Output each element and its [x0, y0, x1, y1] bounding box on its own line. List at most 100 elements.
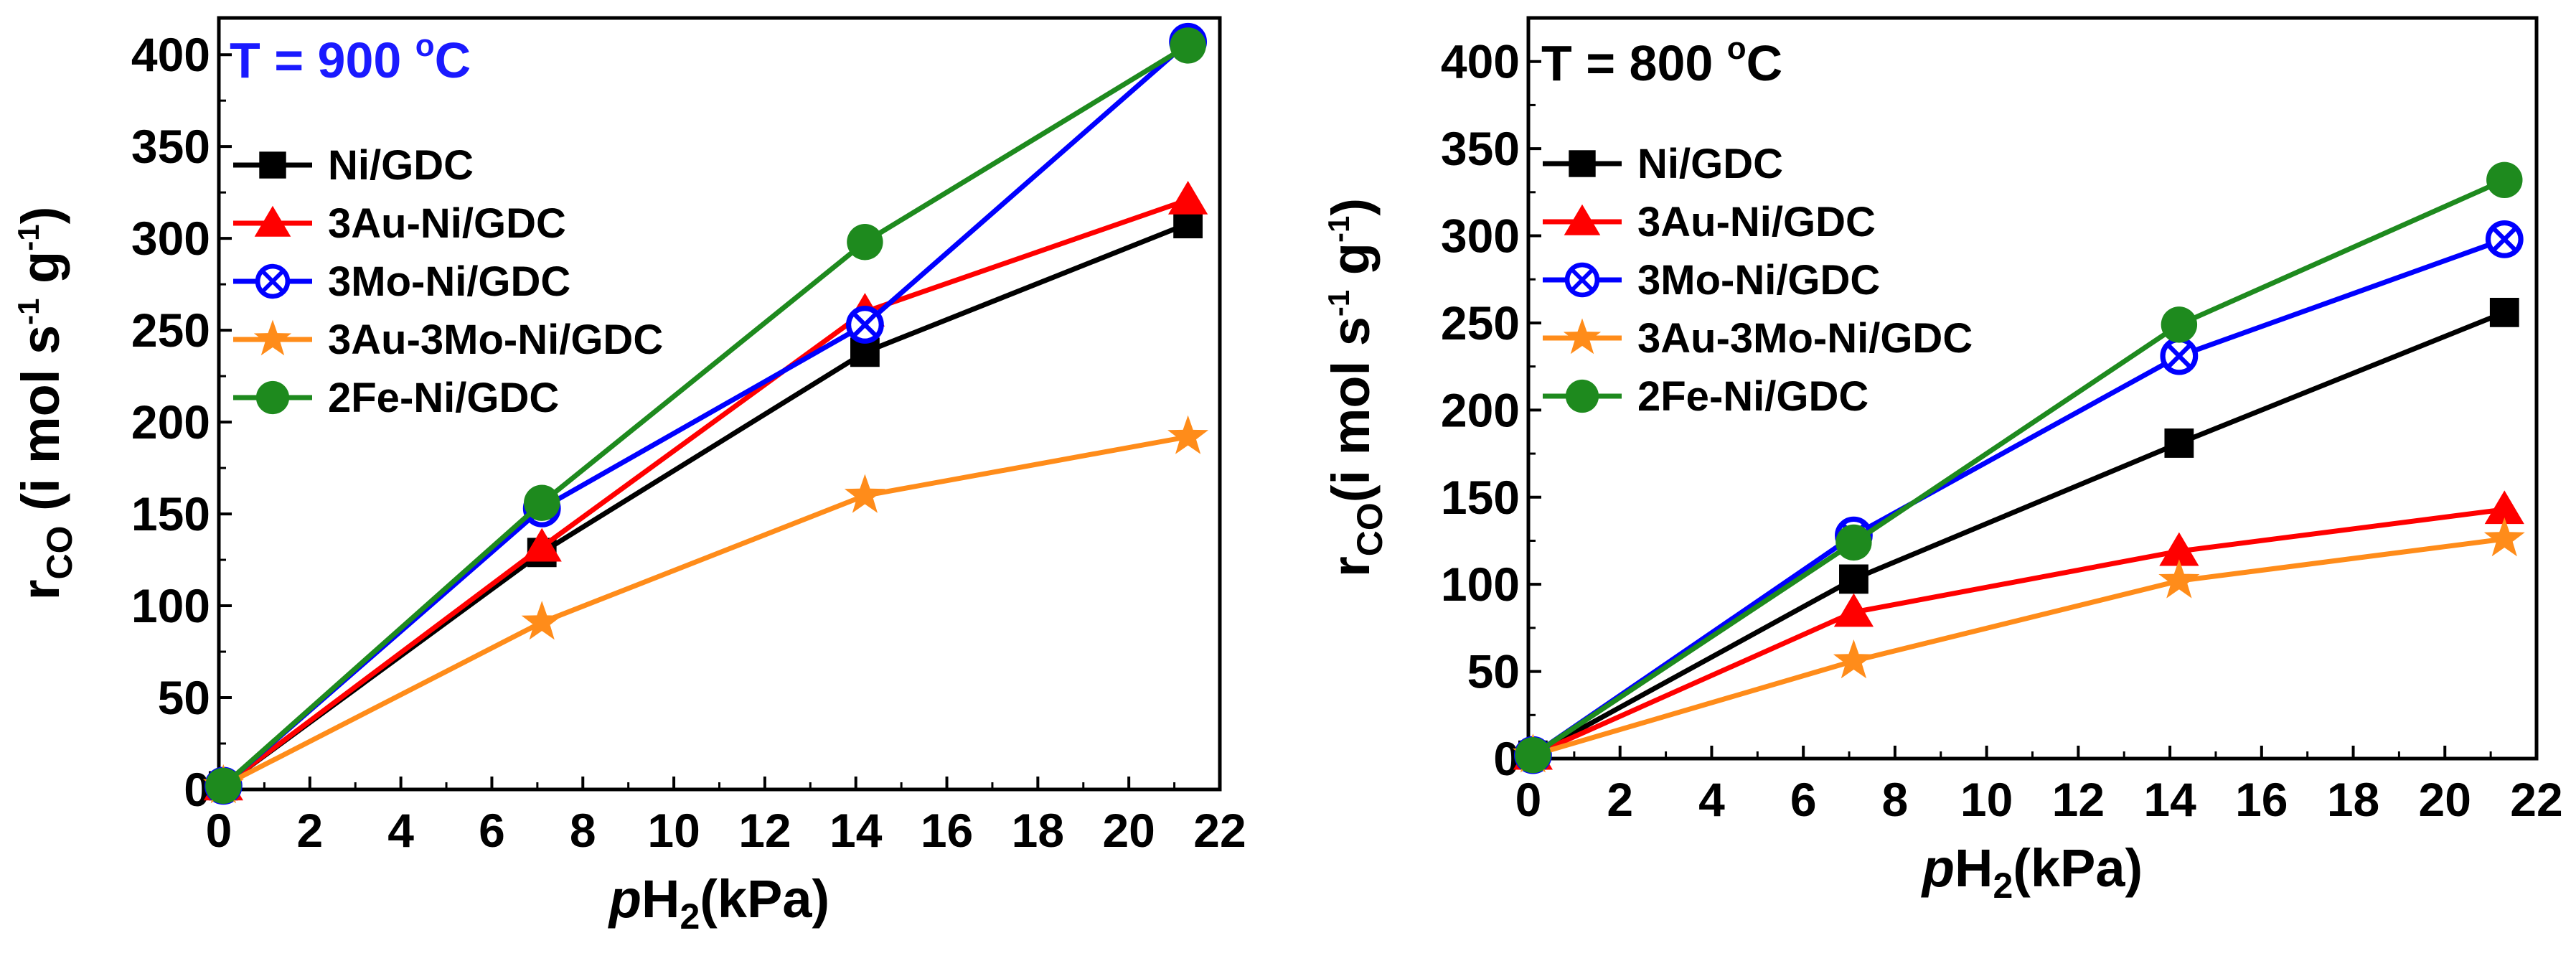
panel-1-series-ni-gdc-line — [222, 221, 1189, 788]
panel-1-legend-entry-3au-3mo-ni-gdc-label: 3Au-3Mo-Ni/GDC — [328, 316, 663, 363]
panel-1-y-tick-label: 150 — [131, 487, 210, 540]
panel-1-series-3au-3mo-ni-gdc-point — [521, 601, 563, 640]
panel-1-y-tick-label: 250 — [131, 304, 210, 357]
panel-1-legend-entry-3au-ni-gdc-marker — [254, 205, 291, 237]
panel-2-series-3mo-ni-gdc-point — [2485, 220, 2524, 258]
panel-2-series-2fe-ni-gdc — [1515, 161, 2523, 774]
panel-2-series-3au-ni-gdc-point-shape — [1833, 593, 1874, 627]
panel-2-series-3mo-ni-gdc — [1513, 220, 2524, 774]
panel-2-legend-entry-2fe-ni-gdc-marker-shape — [1565, 379, 1599, 413]
panel-1: 0 2 4 6 8 10 12 14 16 18 20 22050100150200250300350… — [11, 16, 1246, 937]
panel-2-x-tick-label: 16 — [2235, 773, 2288, 826]
panel-2-legend-entry-3mo-ni-gdc-marker — [1564, 262, 1600, 298]
panel-2-x-tick-label: 12 — [2052, 773, 2105, 826]
panel-1-y-tick-label: 200 — [131, 395, 210, 449]
panel-1-legend-entry-3mo-ni-gdc-label: 3Mo-Ni/GDC — [328, 258, 570, 305]
panel-2-series-2fe-ni-gdc-point-shape — [2486, 161, 2523, 199]
panel-1-series-2fe-ni-gdc-point — [524, 484, 560, 521]
panel-2-series-ni-gdc-point — [2489, 297, 2519, 327]
panel-1-x-tick-label: 14 — [829, 804, 883, 857]
panel-1-legend-entry-3mo-ni-gdc-marker — [255, 263, 291, 299]
panel-2-legend-entry-ni-gdc: Ni/GDC — [1543, 141, 1783, 187]
panel-2-series-3mo-ni-gdc-point — [2160, 337, 2199, 375]
panel-2-legend-entry-ni-gdc-marker — [1569, 150, 1596, 177]
panel-1-y-axis-title-sub: CO — [39, 525, 80, 579]
panel-2-legend-entry-3au-ni-gdc-label: 3Au-Ni/GDC — [1637, 199, 1876, 245]
panel-1-temperature-title-degree: o — [415, 28, 435, 63]
panel-2-legend-entry-3mo-ni-gdc-label: 3Mo-Ni/GDC — [1637, 257, 1880, 304]
panel-1-y-tick-label: 100 — [131, 579, 210, 632]
panel-1-series-2fe-ni-gdc — [205, 27, 1206, 805]
panel-2-x-tick-label: 2 — [1607, 773, 1633, 826]
panel-1-series-3au-ni-gdc-point-shape — [1168, 180, 1208, 215]
panel-2-legend-entry-3au-ni-gdc: 3Au-Ni/GDC — [1543, 199, 1876, 245]
panel-1-x-axis-title-italic: p — [608, 869, 641, 929]
panel-2-x-axis-title-sub: 2 — [1993, 866, 2013, 906]
panel-2-legend-entry-2fe-ni-gdc-marker — [1565, 379, 1599, 413]
panel-1-legend-entry-3au-3mo-ni-gdc: 3Au-3Mo-Ni/GDC — [233, 316, 663, 363]
panel-2-temperature-title-unit: C — [1747, 35, 1783, 91]
panel-1-series-2fe-ni-gdc-point — [1170, 27, 1206, 64]
panel-2-series-3au-3mo-ni-gdc-point — [2483, 517, 2525, 557]
panel-2-series-ni-gdc-point-shape — [2164, 428, 2194, 458]
panel-2-series-2fe-ni-gdc-point-shape — [2161, 306, 2198, 343]
panel-2-x-axis-title-suffix: (kPa) — [2013, 838, 2143, 898]
panel-1-x-tick-label: 8 — [570, 804, 596, 857]
panel-2-legend-entry-3au-3mo-ni-gdc: 3Au-3Mo-Ni/GDC — [1543, 315, 1973, 362]
panel-2-y-axis-title-body1: (i mol s — [1321, 316, 1381, 502]
panel-1-x-tick-label: 2 — [296, 804, 323, 857]
panel-2-series-3au-3mo-ni-gdc-point-shape — [2483, 517, 2525, 557]
panel-2-series-ni-gdc — [1518, 297, 2519, 770]
panel-2-series-ni-gdc-point — [2164, 428, 2194, 458]
panel-2-series-3mo-ni-gdc-line — [1531, 237, 2506, 757]
panel-2-series-2fe-ni-gdc-line — [1531, 177, 2506, 758]
panel-1-series-3au-3mo-ni-gdc-point-shape — [1167, 415, 1209, 454]
panel-1-series-3au-ni-gdc-point — [522, 527, 562, 562]
panel-1-legend-entry-3au-3mo-ni-gdc-marker — [253, 319, 292, 356]
panel-1-y-axis-title: rCO (i mol s-1 g-1) — [11, 207, 80, 601]
panel-1-y-axis-title-r: r — [11, 579, 70, 600]
panel-1-legend-entry-ni-gdc-marker-shape — [259, 151, 286, 179]
panel-2-y-tick-label: 250 — [1441, 296, 1520, 350]
panel-2-legend-entry-2fe-ni-gdc: 2Fe-Ni/GDC — [1543, 373, 1868, 420]
panel-2-legend-entry-3au-ni-gdc-marker — [1564, 204, 1601, 235]
panel-1-series-2fe-ni-gdc-point-shape — [524, 484, 560, 521]
panel-2-y-tick-label: 50 — [1467, 645, 1520, 698]
panel-1-x-axis-title-main: H — [641, 869, 680, 929]
panel-2-series-2fe-ni-gdc-point-shape — [1515, 736, 1551, 774]
panel-2-legend-entry-3mo-ni-gdc: 3Mo-Ni/GDC — [1543, 257, 1880, 304]
panel-2-x-tick-label: 22 — [2510, 773, 2562, 826]
panel-1-legend-entry-ni-gdc-label: Ni/GDC — [328, 142, 474, 189]
panel-1-temperature-title-prefix: T = 900 — [230, 32, 415, 88]
panel-2-legend: Ni/GDC 3Au-Ni/GDC 3Mo-Ni/GDC 3Au-3Mo-Ni/GDC… — [1543, 141, 1973, 420]
panel-1-legend: Ni/GDC 3Au-Ni/GDC 3Mo-Ni/GDC 3Au-3Mo-Ni/GDC… — [233, 142, 663, 421]
panel-2-legend-entry-3au-3mo-ni-gdc-marker — [1563, 318, 1602, 355]
panel-1-y-tick-label: 300 — [131, 212, 210, 265]
panel-2-temperature-title-prefix: T = 800 — [1541, 35, 1727, 91]
panel-2-x-tick-label: 10 — [1960, 773, 2013, 826]
panel-2-series-2fe-ni-gdc-point — [2486, 161, 2523, 199]
panel-1-legend-entry-3au-ni-gdc-label: 3Au-Ni/GDC — [328, 200, 566, 247]
panel-1-x-tick-label: 4 — [387, 804, 414, 857]
panel-1-legend-entry-2fe-ni-gdc-label: 2Fe-Ni/GDC — [328, 375, 559, 421]
panel-1-x-tick-label: 0 — [206, 804, 232, 857]
panel-2-series-2fe-ni-gdc-point-shape — [1835, 524, 1872, 561]
panel-1-y-tick-label: 350 — [131, 120, 210, 173]
panel-2-y-axis-title: rCO(i mol s-1 g-1) — [1321, 198, 1390, 577]
panel-1-series-3au-3mo-ni-gdc-point — [844, 474, 885, 513]
panel-2-y-tick-label: 300 — [1441, 210, 1520, 263]
panel-1-series-2fe-ni-gdc-point-shape — [1170, 27, 1206, 64]
panel-2-series-3au-ni-gdc — [1513, 490, 2524, 770]
panel-1-legend-entry-2fe-ni-gdc-marker-shape — [255, 380, 290, 415]
panel-2-x-tick-label: 6 — [1790, 773, 1817, 826]
panel-1-x-tick-label: 10 — [647, 804, 700, 857]
panel-1-y-axis-title-body1: (i mol s — [11, 325, 70, 526]
panel-1-series-2fe-ni-gdc-point-shape — [205, 767, 242, 805]
panel-2-x-axis-title: pH2(kPa) — [1921, 838, 2143, 906]
panel-2-legend-entry-ni-gdc-marker-shape — [1569, 150, 1596, 177]
panel-2-series-2fe-ni-gdc-point — [1515, 736, 1551, 774]
panel-2-y-axis-title-sub: CO — [1350, 502, 1390, 556]
panel-2-y-tick-label: 400 — [1441, 35, 1520, 88]
panel-2-y-tick-label: 150 — [1441, 471, 1520, 524]
